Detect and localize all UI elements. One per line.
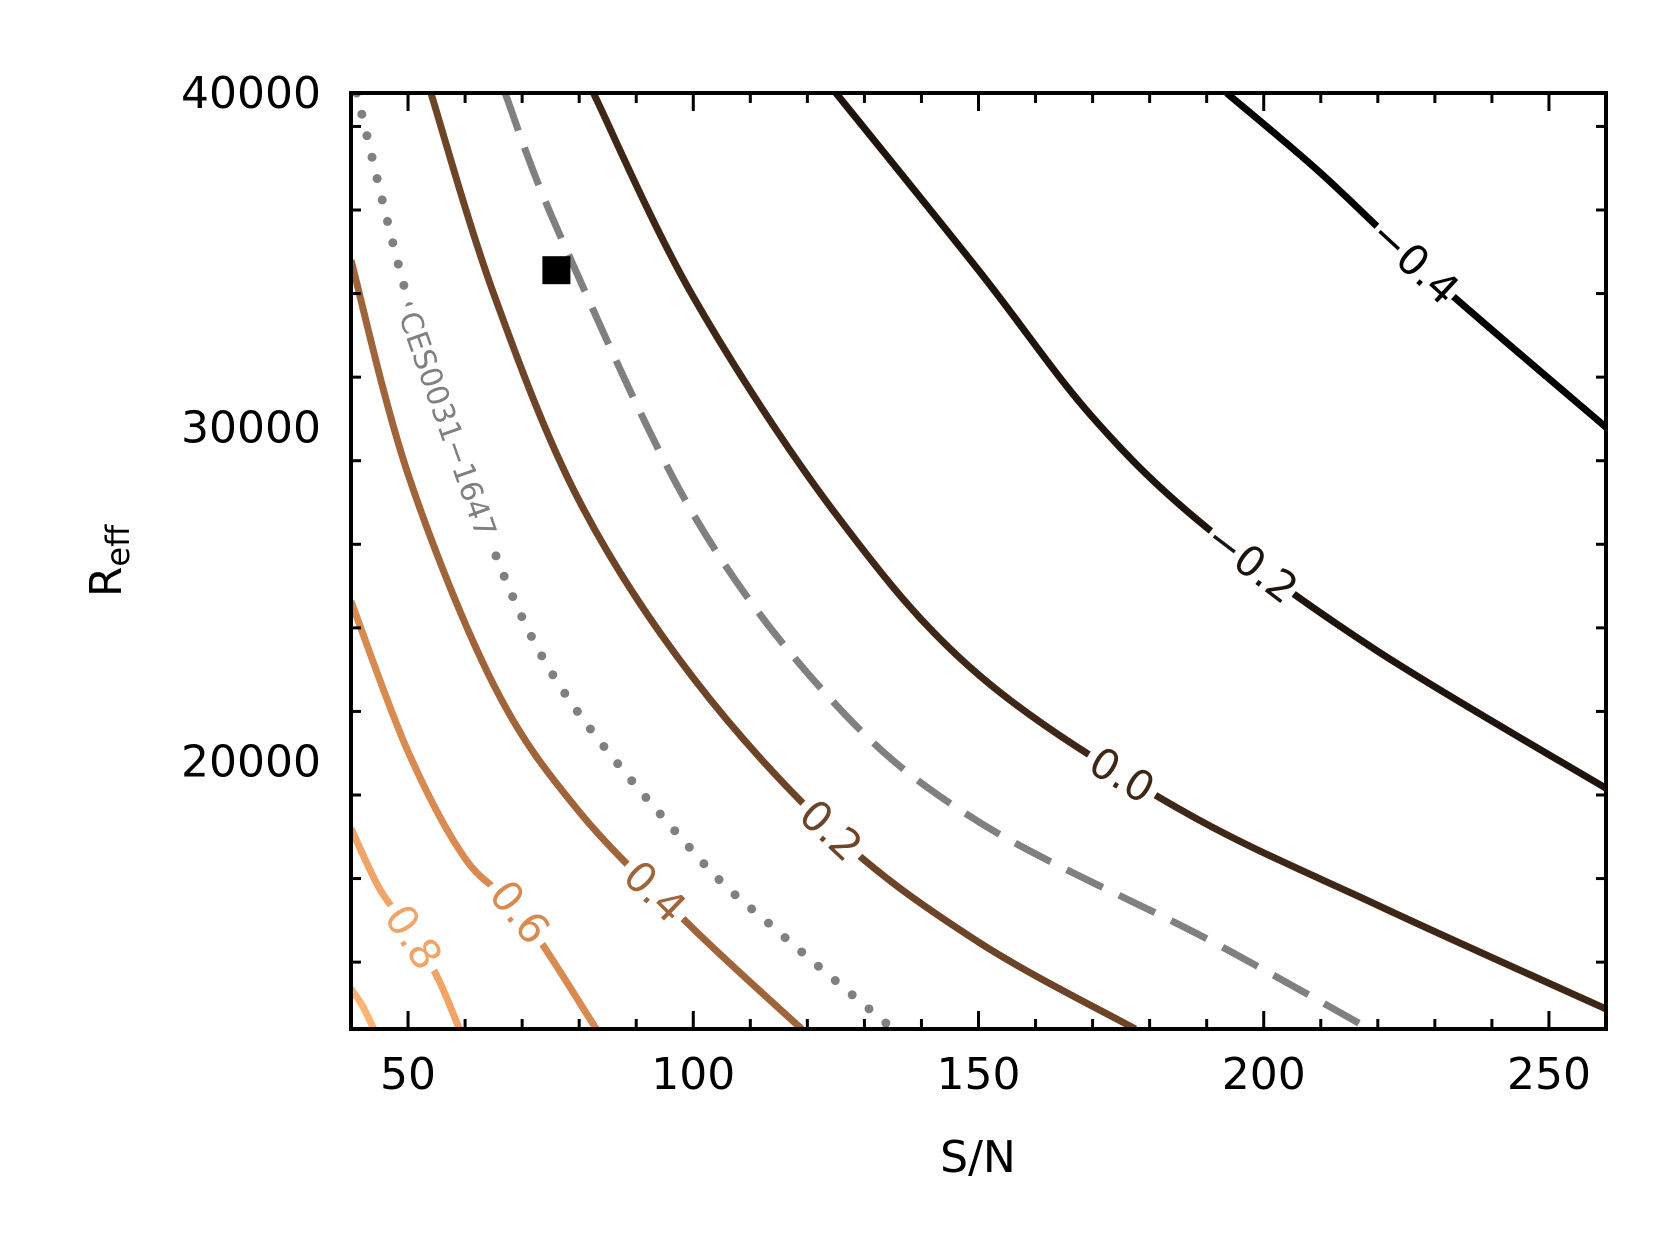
y-axis-label: Reff bbox=[81, 524, 137, 597]
contour-label-gap-4 bbox=[784, 784, 878, 877]
contour-line-4 bbox=[427, 93, 1138, 1029]
x-axis-label: S/N bbox=[940, 1132, 1016, 1183]
contour-line-2 bbox=[590, 93, 1606, 1013]
contour-label-8: 0.8 bbox=[375, 896, 453, 979]
y-tick-label: 20000 bbox=[181, 737, 321, 788]
y-tick-label: 30000 bbox=[181, 402, 321, 453]
contour-label-gap-8 bbox=[370, 890, 457, 984]
axis-ticks: 50 100 150 200 250 20000 30000 40000 bbox=[181, 68, 1608, 1100]
contour-line-5 bbox=[352, 93, 898, 1029]
contour-line-3 bbox=[501, 93, 1371, 1029]
contour-label-gap-7 bbox=[474, 865, 565, 959]
contour-label-gap-1 bbox=[1194, 510, 1309, 616]
x-tick-label: 150 bbox=[937, 1049, 1021, 1100]
contour-line-9 bbox=[351, 986, 377, 1029]
observation-marker bbox=[542, 256, 571, 285]
x-tick-label: 200 bbox=[1222, 1049, 1306, 1100]
contour-line-6 bbox=[351, 259, 805, 1029]
contour-label-1: −0.2 bbox=[1196, 513, 1307, 614]
marker-layer bbox=[542, 256, 571, 285]
x-tick-label: 50 bbox=[380, 1049, 436, 1100]
annotation-gap bbox=[386, 300, 508, 550]
contour-lines bbox=[351, 93, 1606, 1029]
y-axis-label-main: R bbox=[81, 567, 132, 598]
contour-line-7 bbox=[351, 599, 600, 1029]
x-tick-label: 100 bbox=[651, 1049, 735, 1100]
contour-label-gap-2 bbox=[1075, 732, 1169, 818]
y-axis-label-subscript: eff bbox=[99, 524, 137, 567]
contour-label-gap-0 bbox=[1358, 207, 1471, 317]
y-tick-label: 40000 bbox=[181, 68, 321, 119]
x-tick-label: 250 bbox=[1507, 1049, 1591, 1100]
contour-label-gap-6 bbox=[608, 845, 702, 938]
star-name-annotation: CES0031−1647 bbox=[391, 307, 503, 542]
contour-line-1 bbox=[833, 93, 1606, 792]
